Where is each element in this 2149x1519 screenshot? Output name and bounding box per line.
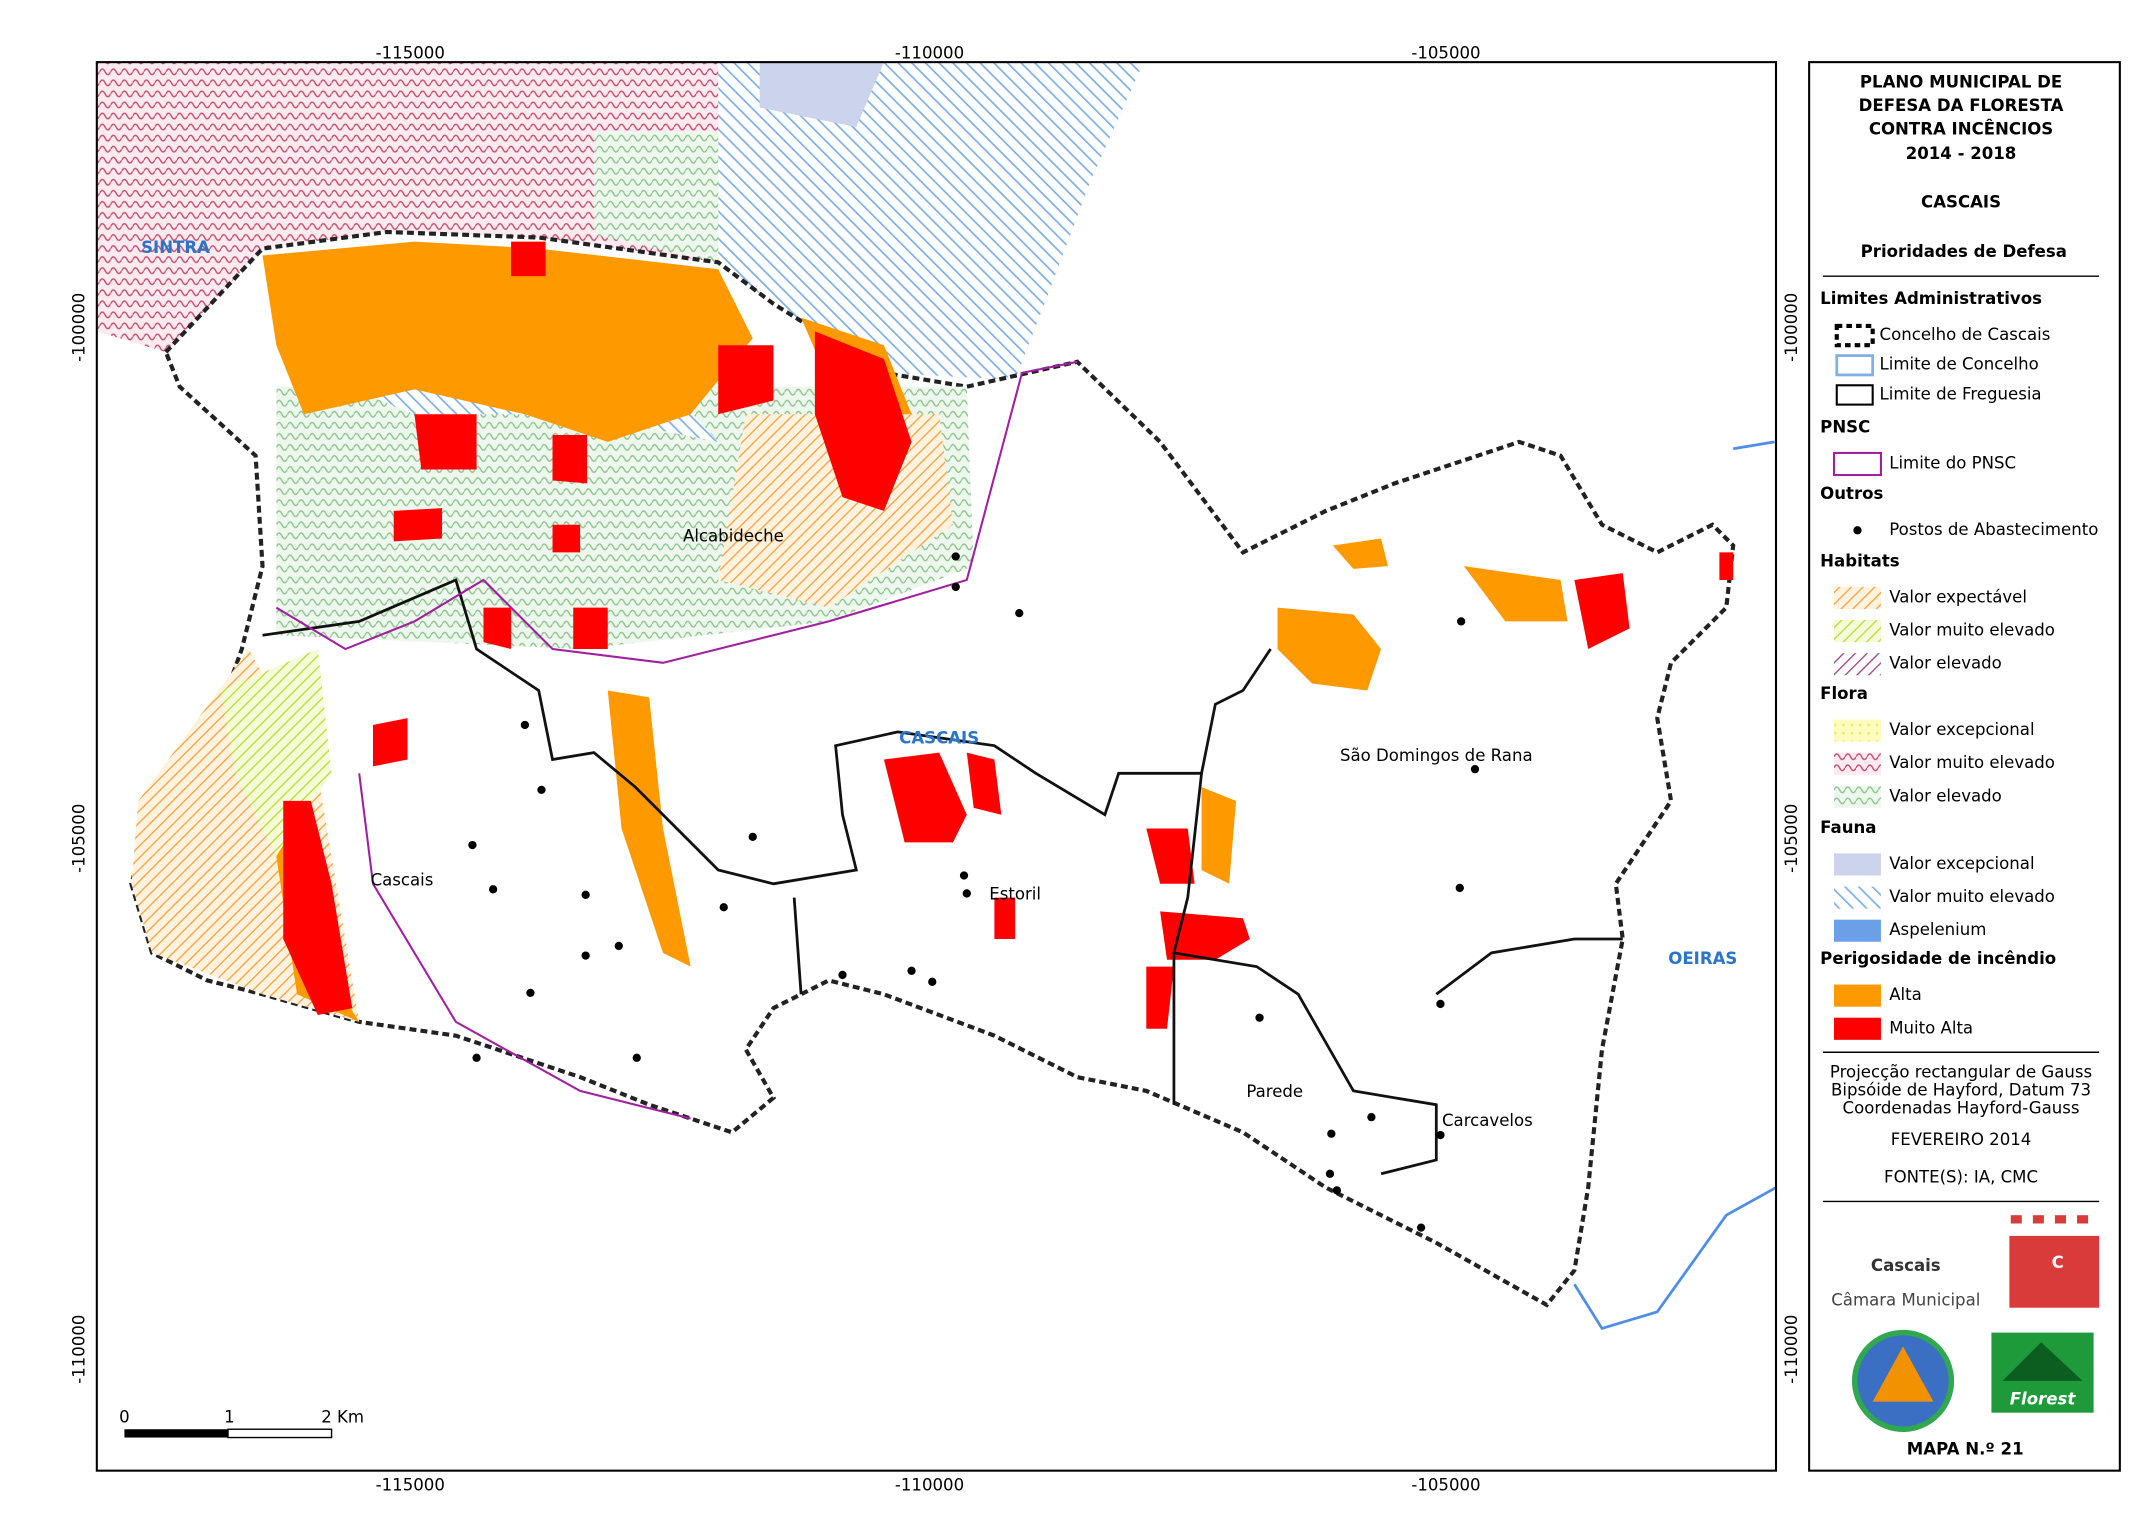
legend-symbol	[1834, 620, 1881, 643]
legend-item: Aspelenium	[1889, 920, 1986, 939]
civil-protection-logo	[1872, 1346, 1934, 1402]
legend-title: 2014 - 2018	[1906, 144, 2017, 163]
place-label: Alcabideche	[683, 527, 784, 546]
legend-item: Valor muito elevado	[1889, 621, 2055, 640]
legend-item: Valor excepcional	[1889, 854, 2034, 873]
fauna-exceptional	[759, 62, 884, 128]
florest-logo	[2002, 1342, 2083, 1381]
projection-note: Coordenadas Hayford-Gauss	[1843, 1098, 2080, 1117]
legend-symbol	[1834, 984, 1881, 1007]
place-label: Estoril	[989, 884, 1041, 903]
legend-symbol	[1834, 752, 1881, 775]
sources: FONTE(S): IA, CMC	[1884, 1167, 2038, 1186]
grid-label: -110000	[70, 1315, 89, 1384]
pnsc-limit	[358, 773, 691, 1120]
legend-item: Valor excepcional	[1889, 720, 2034, 739]
subtitle: Prioridades de Defesa	[1861, 242, 2067, 261]
map-frame	[95, 61, 1778, 1472]
legend-symbol	[1834, 653, 1881, 676]
legend-item: Limite de Freguesia	[1880, 384, 2042, 403]
projection-note: Bipsóide de Hayford, Datum 73	[1831, 1080, 2091, 1099]
projection-note: Projecção rectangular de Gauss	[1830, 1062, 2092, 1081]
legend-item: Valor muito elevado	[1889, 887, 2055, 906]
legend-symbol	[1834, 323, 1875, 348]
legend-title: DEFESA DA FLORESTA	[1859, 96, 2064, 115]
legend-heading: Outros	[1820, 484, 1883, 503]
legend-item: Valor expectável	[1889, 587, 2027, 606]
grid-label: -105000	[70, 804, 89, 873]
scale-label: 1	[224, 1408, 235, 1427]
cmc-logo-dots	[2010, 1215, 2089, 1224]
grid-label: -100000	[1782, 293, 1801, 362]
legend-symbol	[1853, 526, 1862, 535]
place-label: OEIRAS	[1668, 949, 1737, 968]
grid-label: -115000	[376, 1475, 445, 1494]
legend-title: CONTRA INCÊNCIOS	[1869, 119, 2053, 138]
supply-points	[468, 552, 1480, 1232]
logo-text: Cascais	[1871, 1256, 1941, 1275]
legend-item: Muito Alta	[1889, 1018, 1973, 1037]
grid-label: -105000	[1411, 1475, 1480, 1494]
municipality: CASCAIS	[1921, 192, 2001, 211]
legend-symbol	[1834, 785, 1881, 808]
place-label: Cascais	[371, 871, 434, 890]
legend-symbol	[1834, 853, 1881, 876]
scale-label: 0	[119, 1408, 130, 1427]
place-label: Carcavelos	[1442, 1111, 1533, 1130]
place-label: Parede	[1246, 1082, 1303, 1101]
logo-text: Câmara Municipal	[1831, 1290, 1980, 1309]
logo-text: C	[2052, 1253, 2064, 1272]
date: FEVEREIRO 2014	[1891, 1130, 2032, 1149]
fire-very-high	[283, 241, 1734, 1029]
place-label: São Domingos de Rana	[1340, 746, 1533, 765]
legend-item: Limite de Concelho	[1880, 355, 2039, 374]
legend-symbol	[1834, 919, 1881, 942]
scale-segment	[227, 1428, 333, 1439]
grid-label: -105000	[1411, 43, 1480, 62]
legend-symbol	[1832, 451, 1882, 477]
scale-segment	[124, 1429, 229, 1438]
place-label: SINTRA	[141, 238, 210, 257]
legend-item: Valor elevado	[1889, 654, 2002, 673]
legend-symbol	[1834, 886, 1881, 909]
fauna-area	[718, 62, 1144, 380]
grid-label: -105000	[1782, 804, 1801, 873]
grid-label: -110000	[895, 43, 964, 62]
river	[1732, 440, 1775, 451]
legend-item: Valor muito elevado	[1889, 753, 2055, 772]
coast	[1573, 1186, 1777, 1331]
grid-label: -110000	[1782, 1315, 1801, 1384]
legend-heading: Fauna	[1820, 818, 1876, 837]
legend-heading: Perigosidade de incêndio	[1820, 949, 2056, 968]
legend-symbol	[1834, 1017, 1881, 1040]
legend-heading: Flora	[1820, 684, 1868, 703]
map-number: MAPA N.º 21	[1907, 1439, 2024, 1458]
logo-text: Florest	[2010, 1390, 2077, 1409]
legend-item: Postos de Abastecimento	[1889, 520, 2098, 539]
legend-symbol	[1835, 384, 1874, 406]
legend-item: Limite do PNSC	[1889, 453, 2016, 472]
flora-area	[593, 131, 719, 263]
legend-symbol	[1834, 719, 1881, 742]
place-label: CASCAIS	[899, 728, 979, 747]
map-area	[96, 62, 1777, 1331]
grid-label: -115000	[376, 43, 445, 62]
legend-symbol	[1835, 354, 1875, 377]
legend-title: PLANO MUNICIPAL DE	[1860, 72, 2062, 91]
legend-heading: PNSC	[1820, 418, 1870, 437]
legend-heading: Habitats	[1820, 552, 1900, 571]
freguesia-limits	[262, 578, 1623, 1176]
cmc-logo	[2009, 1235, 2100, 1308]
legend-item: Alta	[1889, 985, 1922, 1004]
grid-label: -100000	[70, 293, 89, 362]
scale-label: 2 Km	[321, 1408, 364, 1427]
legend-heading: Limites Administrativos	[1820, 289, 2042, 308]
pnsc-limit	[275, 360, 1078, 664]
legend-item: Concelho de Cascais	[1880, 325, 2051, 344]
legend-item: Valor elevado	[1889, 786, 2002, 805]
grid-label: -110000	[895, 1475, 964, 1494]
legend-symbol	[1834, 586, 1881, 609]
